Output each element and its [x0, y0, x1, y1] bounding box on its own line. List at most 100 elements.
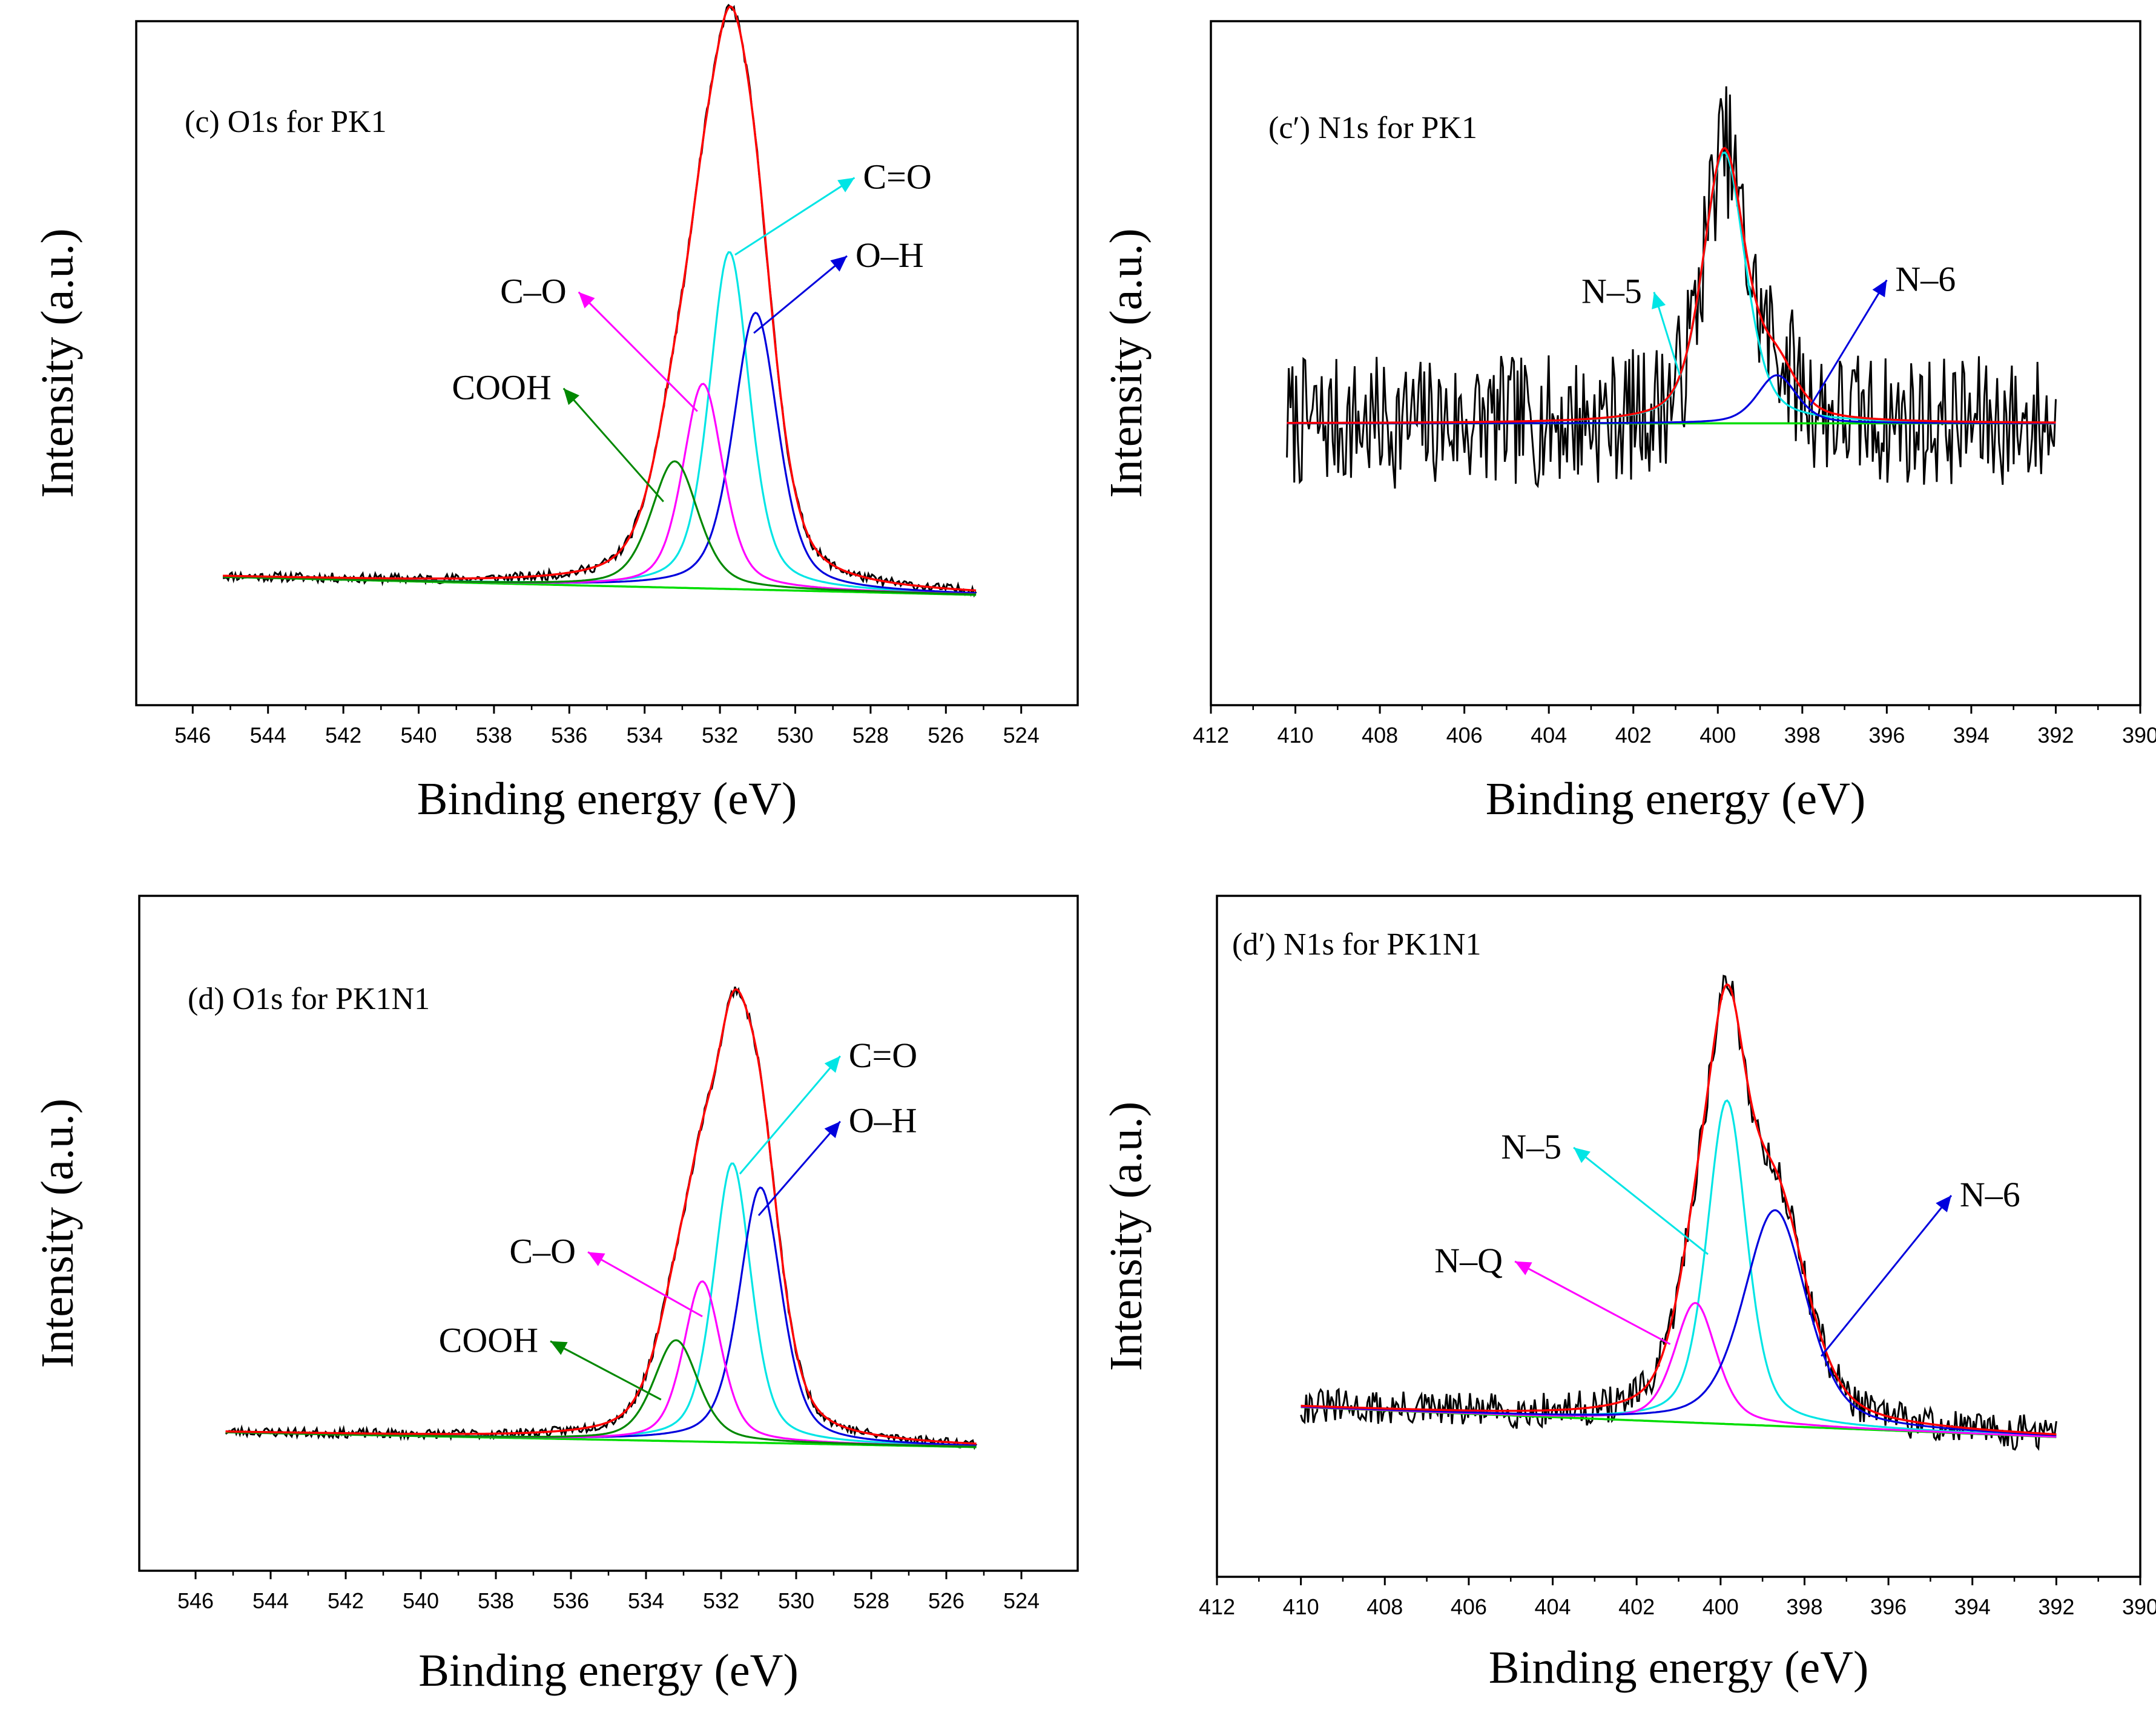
x-tick-label: 542	[325, 723, 361, 748]
x-tick-label: 526	[928, 723, 964, 748]
panel-title: (d′) N1s for PK1N1	[1232, 927, 1481, 962]
annotation-label-1: O–H	[855, 235, 924, 275]
x-tick-label: 534	[627, 723, 663, 748]
x-tick-label: 390	[2122, 723, 2156, 748]
component-line-1	[223, 311, 977, 594]
x-tick-label: 536	[551, 723, 587, 748]
component-line-2	[225, 1280, 977, 1448]
fit-envelope-line	[223, 5, 977, 592]
annotation-arrowhead-3	[563, 388, 579, 406]
x-tick-label: 410	[1277, 723, 1314, 748]
annotation-arrow-3	[562, 387, 664, 502]
annotation-arrow-1	[1810, 279, 1888, 406]
panel-title: (d) O1s for PK1N1	[188, 982, 430, 1016]
x-tick-label: 390	[2122, 1594, 2156, 1619]
x-tick-label: 530	[778, 1588, 814, 1613]
x-tick-label: 536	[553, 1588, 589, 1613]
annotation-arrow-2	[1821, 1195, 1953, 1357]
x-tick-label: 546	[174, 723, 211, 748]
x-tick-label: 400	[1699, 723, 1736, 748]
annotation-arrow-1	[1514, 1260, 1671, 1346]
y-axis-label: Intensity (a.u.)	[1101, 1102, 1152, 1371]
x-tick-label: 542	[328, 1588, 364, 1613]
x-tick-label: 546	[177, 1588, 214, 1613]
component-line-2	[223, 383, 977, 596]
annotation-arrow-0	[734, 177, 855, 256]
annotation-arrowhead-1	[824, 1121, 840, 1139]
annotation-label-3: COOH	[452, 368, 551, 407]
annotation-label-1: N–Q	[1434, 1241, 1503, 1280]
annotation-label-1: N–6	[1895, 260, 1956, 299]
annotation-arrowhead-1	[830, 255, 848, 272]
panel-d: 546 544 542 540 538 536 534 532 530 528 526 524 Bind…	[32, 895, 1079, 1696]
annotation-label-0: C=O	[863, 157, 931, 197]
x-tick-label: 408	[1366, 1594, 1403, 1619]
annotation-label-2: C–O	[500, 272, 567, 311]
annotation-arrow-0	[739, 1055, 841, 1175]
x-tick-label: 526	[928, 1588, 964, 1613]
x-tick-label: 540	[403, 1588, 439, 1613]
x-tick-label: 410	[1283, 1594, 1319, 1619]
y-axis-label: Intensity (a.u.)	[32, 228, 83, 498]
x-tick-label: 394	[1953, 723, 1990, 748]
x-tick-label: 396	[1870, 1594, 1907, 1619]
y-axis-label: Intensity (a.u.)	[32, 1099, 83, 1368]
x-axis-label: Binding energy (eV)	[1489, 1642, 1869, 1693]
x-tick-label: 400	[1703, 1594, 1739, 1619]
panel-c-prime: 412 410 408 406 404 402 400 398 396 394 392 390 Bind…	[1101, 20, 2156, 824]
annotation-arrowhead-0	[1574, 1147, 1591, 1163]
x-tick-label: 408	[1362, 723, 1398, 748]
x-tick-label: 538	[478, 1588, 514, 1613]
annotation-arrowhead-2	[578, 292, 595, 309]
annotation-arrowhead-0	[824, 1056, 840, 1073]
raw-data-line	[1300, 975, 2057, 1451]
x-tick-label: 530	[777, 723, 813, 748]
x-axis-label: Binding energy (eV)	[418, 1645, 799, 1696]
annotation-arrow-1	[753, 255, 848, 334]
annotation-arrowhead-1	[1515, 1261, 1532, 1275]
plot-frame	[1216, 895, 2141, 1578]
annotation-label-0: C=O	[849, 1036, 917, 1075]
panel-title: (c′) N1s for PK1	[1268, 111, 1477, 145]
x-tick-label: 412	[1193, 723, 1229, 748]
component-line-1	[225, 1186, 977, 1447]
x-tick-label: 538	[476, 723, 512, 748]
annotation-arrowhead-2	[588, 1252, 605, 1266]
x-tick-label: 544	[250, 723, 286, 748]
panel-c: 546 544 542 540 538 536 534 532 530 528 526 524 Bind…	[32, 4, 1079, 824]
component-line-3	[225, 1339, 977, 1448]
fit-envelope-line	[225, 988, 977, 1445]
x-axis-label: Binding energy (eV)	[1486, 774, 1866, 824]
annotation-arrow-0	[1573, 1146, 1709, 1255]
annotation-arrowhead-0	[1652, 292, 1666, 309]
x-tick-label: 544	[252, 1588, 289, 1613]
x-tick-label: 392	[2038, 1594, 2074, 1619]
x-tick-label: 532	[703, 1588, 739, 1613]
annotation-arrowhead-1	[1872, 280, 1887, 298]
annotation-arrowhead-2	[1936, 1195, 1951, 1212]
panel-title: (c) O1s for PK1	[185, 105, 387, 139]
panel-d-prime: 412 410 408 406 404 402 400 398 396 394 392 390 Bind…	[1101, 895, 2156, 1693]
annotation-arrowhead-3	[550, 1341, 568, 1355]
x-tick-label: 404	[1535, 1594, 1571, 1619]
x-tick-label: 396	[1868, 723, 1905, 748]
x-tick-label: 406	[1446, 723, 1483, 748]
component-line-2	[1301, 1209, 2057, 1436]
annotation-label-3: COOH	[439, 1321, 538, 1360]
x-tick-label: 392	[2037, 723, 2074, 748]
annotation-label-2: N–6	[1960, 1175, 2020, 1214]
annotation-label-1: O–H	[849, 1101, 917, 1140]
component-line-0	[225, 1162, 977, 1447]
x-tick-label: 394	[1954, 1594, 1991, 1619]
annotation-arrow-2	[578, 291, 698, 412]
x-tick-label: 398	[1786, 1594, 1822, 1619]
x-tick-label: 398	[1784, 723, 1821, 748]
component-line-0	[1301, 1099, 2057, 1438]
annotation-arrow-3	[550, 1340, 662, 1401]
x-tick-label: 524	[1003, 1588, 1040, 1613]
component-line-3	[223, 460, 977, 596]
x-tick-label: 402	[1618, 1594, 1655, 1619]
x-tick-label: 534	[628, 1588, 664, 1613]
annotation-arrow-2	[587, 1251, 703, 1318]
